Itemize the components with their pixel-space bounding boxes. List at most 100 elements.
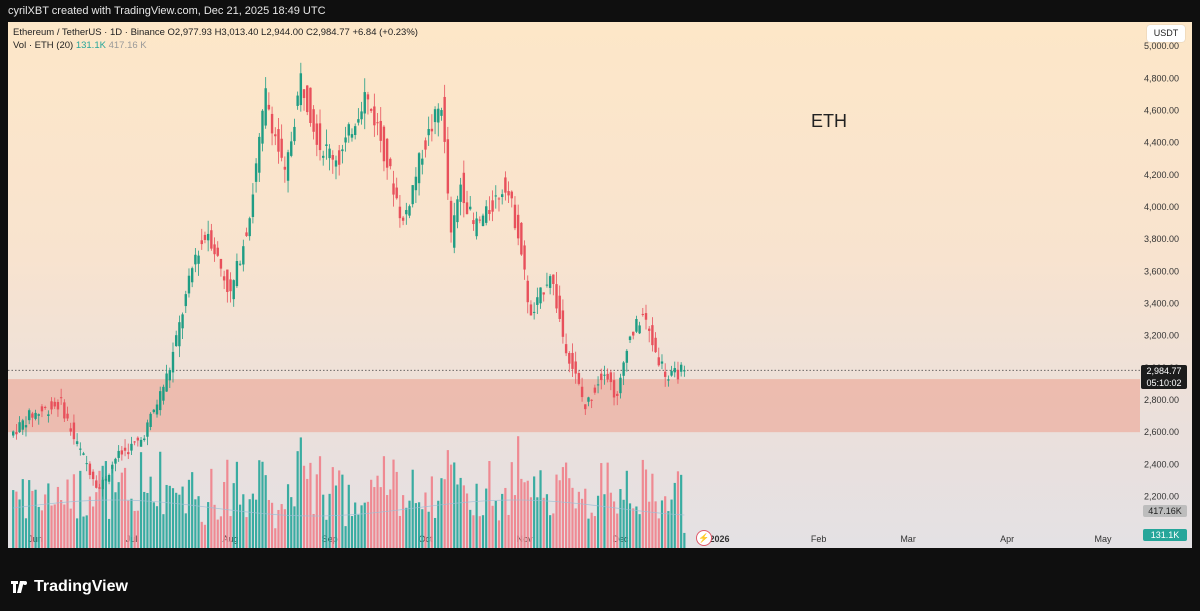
candle-body bbox=[526, 280, 529, 303]
candle-body bbox=[242, 246, 245, 265]
volume-bar bbox=[497, 520, 501, 548]
candle-body bbox=[369, 109, 373, 111]
volume-bar bbox=[657, 518, 660, 548]
candle-body bbox=[593, 387, 597, 393]
y-tick-label: 2,400.00 bbox=[1144, 459, 1179, 469]
volume-bar bbox=[360, 505, 363, 548]
volume-bar bbox=[673, 482, 676, 548]
volume-bar bbox=[191, 472, 194, 548]
candle-body bbox=[520, 222, 523, 255]
candle-body bbox=[616, 393, 619, 396]
volume-value: 131.1K bbox=[75, 40, 106, 51]
volume-bar bbox=[433, 517, 437, 548]
volume-bar bbox=[168, 485, 171, 548]
volume-bar bbox=[536, 497, 539, 548]
volume-label[interactable]: Vol · ETH (20) bbox=[13, 40, 74, 51]
volume-bar bbox=[354, 502, 357, 548]
volume-bar bbox=[44, 494, 47, 548]
candle-body bbox=[440, 110, 443, 116]
candle-body bbox=[117, 450, 120, 458]
candle-body bbox=[136, 437, 140, 441]
symbol-text[interactable]: Ethereum / TetherUS · 1D · Binance bbox=[13, 27, 165, 38]
candle-body bbox=[430, 128, 434, 132]
candle-body bbox=[411, 185, 414, 205]
volume-bar bbox=[175, 492, 178, 548]
volume-bar bbox=[120, 472, 123, 548]
lightning-icon[interactable]: ⚡ bbox=[696, 530, 712, 546]
volume-bar bbox=[561, 467, 565, 548]
volume-avg: 417.16 K bbox=[108, 40, 147, 51]
volume-bar bbox=[318, 456, 322, 548]
candle-body bbox=[462, 172, 466, 204]
volume-bar bbox=[130, 498, 133, 548]
volume-bar bbox=[539, 470, 542, 548]
volume-bar bbox=[69, 508, 72, 548]
volume-bar bbox=[181, 486, 184, 548]
candle-body bbox=[91, 471, 95, 480]
volume-bar bbox=[312, 513, 315, 548]
candle-body bbox=[184, 294, 187, 307]
candle-body bbox=[165, 373, 168, 392]
candle-body bbox=[469, 206, 472, 210]
volume-bar bbox=[584, 488, 587, 548]
volume-bar bbox=[453, 462, 456, 548]
chart-area[interactable]: 2,200.002,400.002,600.002,800.003,000.00… bbox=[8, 22, 1192, 548]
candle-body bbox=[277, 129, 280, 152]
candle-body bbox=[641, 313, 645, 315]
tradingview-logo[interactable]: TradingView bbox=[11, 578, 128, 596]
candle-body bbox=[232, 280, 235, 300]
candle-body bbox=[200, 240, 203, 245]
volume-bar bbox=[472, 515, 475, 548]
candle-body bbox=[424, 140, 427, 150]
high-value: H3,013.40 bbox=[214, 27, 259, 38]
candle-body bbox=[609, 372, 613, 383]
volume-bar bbox=[28, 480, 31, 548]
candle-body bbox=[162, 386, 165, 401]
footer-bar: TradingView bbox=[0, 548, 1200, 611]
tradingview-logo-icon bbox=[11, 581, 27, 593]
candle-body bbox=[350, 134, 354, 138]
y-tick-label: 4,000.00 bbox=[1144, 202, 1179, 212]
candle-body bbox=[465, 202, 469, 215]
candle-body bbox=[290, 141, 293, 156]
candle-body bbox=[190, 268, 194, 283]
candle-body bbox=[143, 438, 146, 441]
volume-bar bbox=[171, 488, 175, 548]
volume-bar bbox=[628, 503, 632, 548]
volume-bar bbox=[315, 474, 318, 548]
volume-bar bbox=[571, 487, 574, 548]
volume-bar bbox=[60, 500, 63, 548]
y-tick-label: 4,200.00 bbox=[1144, 170, 1179, 180]
candle-body bbox=[130, 443, 133, 451]
volume-bar bbox=[66, 479, 69, 548]
volume-bar bbox=[344, 526, 347, 548]
price-chart[interactable]: 2,200.002,400.002,600.002,800.003,000.00… bbox=[8, 22, 1192, 548]
candle-body bbox=[299, 73, 303, 106]
volume-bar bbox=[648, 501, 651, 548]
candle-body bbox=[168, 370, 171, 381]
candle-body bbox=[401, 217, 405, 221]
candle-body bbox=[337, 150, 341, 165]
volume-bar bbox=[37, 506, 40, 548]
candle-body bbox=[66, 413, 69, 419]
x-tick-label: Mar bbox=[900, 534, 916, 544]
volume-bar bbox=[456, 484, 459, 548]
volume-bar bbox=[485, 488, 488, 548]
candle-body bbox=[11, 431, 15, 436]
candle-body bbox=[507, 191, 510, 196]
volume-bar bbox=[606, 462, 609, 548]
candle-body bbox=[385, 138, 389, 168]
volume-bar bbox=[526, 480, 529, 548]
volume-bar bbox=[424, 492, 427, 548]
volume-bar bbox=[210, 468, 213, 548]
volume-bar bbox=[111, 467, 114, 548]
volume-bar bbox=[558, 480, 561, 548]
candle-body bbox=[181, 314, 184, 329]
currency-button[interactable]: USDT bbox=[1147, 25, 1185, 42]
candle-body bbox=[395, 187, 398, 199]
candle-body bbox=[75, 441, 79, 445]
volume-bar bbox=[56, 486, 60, 548]
bar-countdown: 05:10:02 bbox=[1146, 378, 1182, 388]
volume-bar bbox=[574, 508, 577, 548]
candle-body bbox=[309, 87, 312, 124]
